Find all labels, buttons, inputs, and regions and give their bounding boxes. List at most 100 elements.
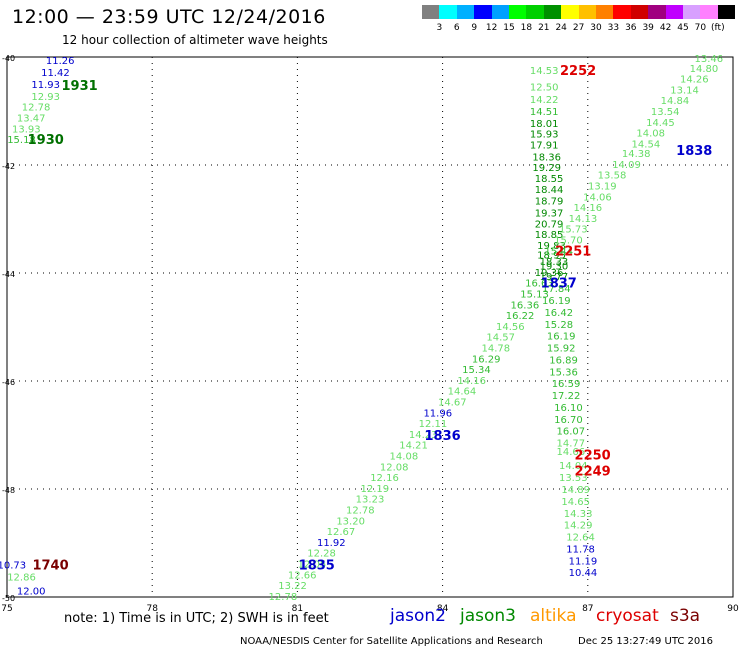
wave-height-point: 14.22	[530, 95, 559, 106]
pass-time-label: 1930	[28, 133, 64, 148]
map-frame	[6, 56, 734, 598]
wave-height-point: 16.59	[552, 379, 581, 390]
wave-height-point: 14.67	[438, 398, 467, 409]
scale-label: 36	[625, 23, 637, 33]
wave-height-point: 14.54	[632, 139, 661, 150]
wave-height-point: 18.44	[535, 185, 564, 196]
x-tick-label: 84	[437, 604, 449, 614]
scale-swatch	[474, 5, 492, 19]
wave-height-point: 14.84	[661, 96, 690, 107]
y-tick-label: -40	[2, 54, 15, 63]
wave-height-point: 12.19	[361, 484, 390, 495]
wave-height-point: 15.34	[462, 365, 491, 376]
wave-height-point: 13.23	[356, 495, 385, 506]
wave-height-point: 14.65	[561, 497, 590, 508]
wave-height-point: 19.36	[535, 268, 564, 279]
scale-label: 21	[538, 23, 550, 33]
wave-height-point: 18.55	[535, 174, 564, 185]
wave-height-point: 19.83	[537, 241, 566, 252]
wave-height-point: 12.78	[269, 592, 298, 603]
scale-swatch	[439, 5, 457, 19]
wave-height-point: 14.23	[409, 430, 438, 441]
wave-height-point: 18.33	[540, 257, 569, 268]
scale-label: 18	[520, 23, 533, 33]
wave-height-point: 11.26	[46, 56, 75, 67]
wave-height-point: 17.84	[542, 284, 571, 295]
wave-height-point: 13.19	[588, 182, 617, 193]
wave-height-point: 13.47	[17, 113, 46, 124]
wave-height-point: 14.13	[569, 214, 598, 225]
y-tick-label: -48	[2, 486, 15, 495]
wave-height-point: 14.66	[557, 447, 586, 458]
wave-height-point: 14.56	[496, 322, 525, 333]
wave-height-point: 14.21	[399, 441, 428, 452]
wave-height-point: 12.08	[380, 462, 409, 473]
wave-height-point: 16.70	[554, 415, 583, 426]
wave-height-point: 19.30	[540, 261, 569, 272]
pass-time-label: 1835	[299, 559, 335, 574]
wave-height-point: 14.26	[680, 75, 709, 86]
wave-height-point: 11.92	[317, 538, 346, 549]
scale-swatch	[613, 5, 631, 19]
generated-timestamp: Dec 25 13:27:49 UTC 2016	[578, 636, 713, 647]
wave-height-point: 12.86	[7, 572, 36, 583]
scale-swatch	[630, 5, 649, 19]
scale-swatch	[648, 5, 666, 19]
scale-swatch	[491, 5, 509, 19]
wave-height-point: 11.93	[31, 80, 60, 91]
scale-swatch	[683, 5, 701, 19]
wave-height-point: 15.73	[559, 225, 588, 236]
scale-swatch	[700, 5, 718, 19]
wave-height-point: 14.57	[486, 333, 515, 344]
wave-height-point: 18.85	[535, 230, 564, 241]
wave-height-point: 12.78	[346, 506, 375, 517]
wave-height-point: 14.06	[583, 192, 612, 203]
wave-height-point: 14.16	[457, 376, 486, 387]
wave-height-point: 12.00	[17, 587, 46, 598]
scale-swatch	[422, 5, 440, 19]
wave-height-point: 14.78	[482, 344, 511, 355]
wave-height-point: 13.93	[12, 124, 41, 135]
x-tick-label: 75	[1, 604, 12, 614]
pass-time-label: 1740	[32, 559, 68, 574]
scale-swatch	[578, 5, 596, 19]
wave-height-point: 15.70	[554, 236, 583, 247]
wave-height-point: 11.78	[566, 544, 595, 555]
pass-time-label: 2250	[575, 448, 611, 463]
legend-s3a: s3a	[670, 606, 701, 626]
wave-height-point: 12.28	[307, 549, 336, 560]
grid-dots	[7, 57, 733, 597]
wave-height-point: 20.79	[535, 219, 564, 230]
scale-label: 70	[694, 23, 707, 33]
wave-height-point: 19.77	[540, 272, 569, 283]
wave-height-point: 14.08	[390, 452, 419, 463]
y-tick-label: -50	[2, 594, 15, 603]
scale-label: 45	[677, 23, 689, 33]
y-tick-label: -46	[2, 378, 15, 387]
wave-height-point: 13.54	[651, 107, 680, 118]
wave-height-point: 16.22	[506, 311, 535, 322]
wave-height-point: 19.37	[535, 209, 564, 220]
scale-label: 15	[503, 23, 515, 33]
wave-height-point: 13.20	[336, 516, 365, 527]
wave-height-point: 12.67	[327, 527, 356, 538]
wave-height-point: 12.05	[298, 560, 327, 571]
wave-height-point: 18.95	[537, 251, 566, 262]
wave-height-point: 16.36	[511, 300, 540, 311]
pass-time-label: 2251	[555, 244, 591, 259]
scale-label: 9	[471, 23, 478, 33]
wave-height-point: 18.01	[530, 119, 559, 130]
wave-height-point: 18.79	[535, 197, 564, 208]
legend-altika: altika	[530, 606, 577, 626]
wave-height-point: 16.10	[554, 403, 583, 414]
scale-swatch	[665, 5, 683, 19]
wave-height-point: 12.66	[288, 570, 317, 581]
wave-height-point: 12.50	[530, 83, 559, 94]
scale-label: 30	[590, 23, 602, 33]
wave-height-point: 14.53	[530, 66, 559, 77]
scale-label: 42	[659, 23, 672, 33]
y-tick-label: -44	[2, 270, 15, 279]
wave-height-point: 14.38	[622, 149, 651, 160]
wave-height-point: 19.29	[532, 163, 561, 174]
